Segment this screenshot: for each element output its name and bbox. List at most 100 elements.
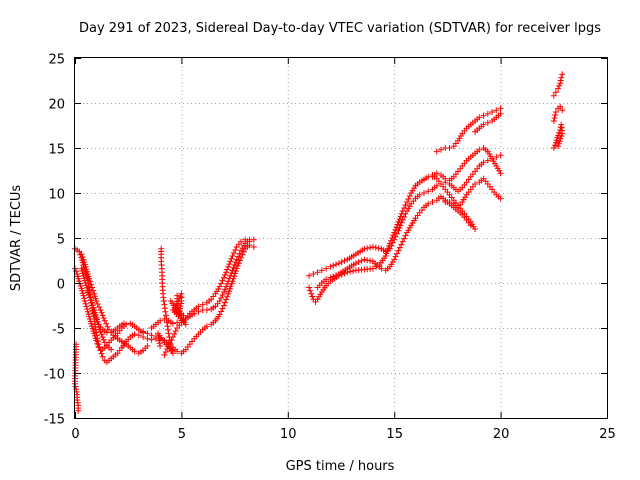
arc-m-point [476, 114, 483, 121]
arc-m-point [438, 146, 444, 153]
cluster-23h-upper-point [558, 74, 565, 81]
arc-h-point [218, 280, 225, 287]
arc-j-point [484, 157, 491, 164]
arc-k-point [392, 253, 399, 260]
arc-i-point [406, 193, 413, 199]
arc-i-point [347, 268, 354, 275]
cluster-23h-upper-point [550, 92, 557, 99]
arc-c-point [103, 320, 110, 327]
arc-j-point [338, 259, 345, 265]
arc-b-point [81, 298, 88, 304]
arc-a-point [99, 353, 106, 360]
arc-f-point [236, 257, 243, 264]
arc-j-point [480, 159, 487, 166]
arc-i-point [397, 213, 404, 220]
cluster-23h-mid-point [552, 109, 559, 115]
isolated-start-point [72, 383, 79, 390]
arc-g-point [169, 320, 176, 327]
arc-f-point [148, 332, 155, 339]
arc-b-point [82, 300, 89, 307]
arc-f-point [250, 244, 257, 250]
arc-g-point [250, 236, 257, 243]
arc-k-point [395, 247, 402, 254]
x-tick-label: 25 [599, 427, 616, 442]
x-tick-label: 5 [178, 427, 186, 442]
cluster-23h-mid-point [559, 107, 566, 114]
arc-c-point [101, 317, 108, 324]
arc-d-point [120, 320, 127, 327]
arc-j-point [425, 188, 432, 195]
arc-i-point [369, 265, 376, 272]
x-tick-label: 15 [386, 427, 403, 442]
arc-c-point [131, 348, 138, 355]
arc-j-point [330, 262, 337, 269]
arc-e-point [85, 291, 92, 298]
arc-i-point [472, 226, 479, 232]
arc-o-point [484, 119, 491, 126]
arc-c-point [78, 251, 85, 258]
cluster-23h-mid-point [557, 103, 564, 110]
arc-f-point [238, 254, 244, 261]
arc-j-point [497, 152, 504, 159]
arc-o-point [480, 121, 487, 128]
arc-h-point [162, 349, 169, 355]
arc-e-point [100, 336, 107, 343]
axis-ticks: 0 5 10 15 20 25 -15 -10 -5 0 5 10 15 20 25 [44, 53, 616, 443]
data-points [72, 71, 566, 414]
arc-k-point [355, 259, 362, 265]
arc-e-point [99, 334, 106, 340]
arc-k-point [396, 244, 403, 251]
arc-f-point [234, 262, 241, 269]
y-tick-label: -15 [44, 413, 65, 428]
cluster-23h-upper-point [556, 82, 563, 89]
spike-4h-point [157, 343, 164, 349]
arc-j-point [333, 261, 339, 268]
arc-j-point [318, 267, 325, 274]
isolated-start-point [74, 397, 81, 403]
arc-m-point [484, 110, 491, 117]
arc-g-point [227, 272, 234, 279]
arc-b-point [95, 343, 102, 350]
arc-c-point [96, 304, 103, 310]
arc-g-point [228, 270, 235, 277]
arc-c-point [97, 307, 104, 313]
arc-j-point [421, 190, 427, 196]
arc-g-point [230, 264, 237, 271]
arc-j-point [306, 272, 313, 279]
cluster-23h-lower-point [550, 145, 557, 151]
arc-i-point [307, 287, 314, 294]
arc-i-point [309, 293, 316, 300]
arc-e-point [84, 289, 91, 295]
arc-j-point [335, 260, 342, 267]
arc-i-point [401, 205, 408, 211]
arc-k-point [327, 274, 334, 281]
arc-c-point [86, 278, 93, 285]
arc-k-point [352, 260, 359, 267]
arc-j-point [367, 244, 374, 251]
arc-l-point [442, 175, 449, 182]
spike-4h-point [162, 308, 169, 315]
arc-g-point [203, 307, 210, 313]
arc-i-point [404, 199, 410, 205]
x-tick-label: 10 [280, 427, 297, 442]
arc-f-point [233, 265, 240, 272]
arc-k-point [391, 256, 398, 263]
arc-i-point [308, 290, 315, 297]
arc-c-point [93, 298, 100, 304]
arc-h-point [232, 247, 239, 253]
scatter-5h-point [167, 298, 174, 304]
x-axis-title: GPS time / hours [286, 459, 395, 474]
arc-k-point [333, 272, 339, 279]
arc-h-point [216, 283, 223, 290]
arc-b-point [94, 340, 101, 347]
y-tick-label: 0 [57, 278, 65, 293]
cluster-23h-lower-point [557, 135, 564, 142]
cluster-23h-mid-point [552, 112, 559, 118]
arc-k-point [399, 238, 406, 245]
arc-b-point [83, 303, 90, 310]
spike-4h-point [165, 330, 172, 337]
arc-i-point [392, 226, 399, 233]
arc-k-point [398, 241, 405, 248]
arc-j-point [392, 233, 399, 240]
